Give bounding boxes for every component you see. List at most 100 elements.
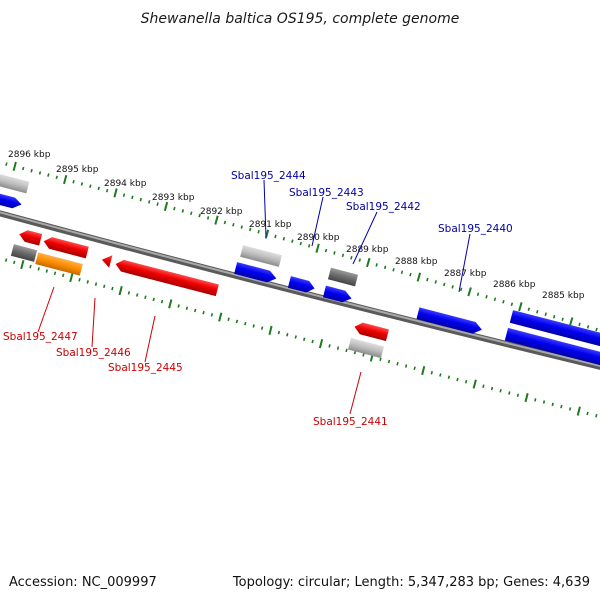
scale-minor-tick bbox=[439, 373, 442, 377]
scale-minor-tick bbox=[105, 188, 109, 193]
scale-minor-tick bbox=[568, 407, 572, 411]
scale-labels: 2896 kbp 2895 kbp 2894 kbp 2893 kbp 2892… bbox=[8, 150, 585, 301]
scale-major-tick bbox=[113, 188, 118, 198]
scale-minor-tick bbox=[561, 317, 564, 322]
scale-minor-tick bbox=[194, 308, 197, 313]
scale-minor-tick bbox=[111, 286, 114, 291]
cds-forward bbox=[287, 276, 315, 293]
scale-minor-tick bbox=[502, 299, 505, 304]
scale-minor-tick bbox=[223, 220, 227, 225]
scale-minor-tick bbox=[249, 227, 252, 232]
cds-forward bbox=[504, 327, 600, 366]
scale-major-tick bbox=[168, 299, 173, 309]
feature-gray bbox=[240, 245, 282, 267]
scale-minor-tick bbox=[156, 202, 159, 206]
scale-major-tick bbox=[524, 392, 529, 403]
scale-minor-tick bbox=[97, 186, 100, 191]
scale-minor-tick bbox=[131, 195, 134, 200]
scale-minor-tick bbox=[499, 389, 502, 393]
scale-minor-tick bbox=[294, 335, 297, 339]
scale-minor-tick bbox=[136, 293, 139, 297]
scale-minor-tick bbox=[181, 209, 185, 213]
scale-major-tick bbox=[12, 161, 17, 171]
feature-orange bbox=[35, 252, 83, 276]
scale-minor-tick bbox=[307, 244, 311, 248]
gene-features bbox=[0, 172, 600, 366]
scale-minor-tick bbox=[185, 306, 189, 310]
scale-minor-tick bbox=[375, 263, 378, 267]
scale-minor-tick bbox=[177, 304, 180, 308]
scale-minor-tick bbox=[282, 237, 286, 241]
scale-minor-tick bbox=[476, 292, 480, 297]
scale-minor-tick bbox=[362, 353, 365, 357]
scale-minor-tick bbox=[30, 169, 33, 173]
scale-major-tick bbox=[118, 286, 123, 296]
scale-minor-tick bbox=[490, 386, 494, 391]
scale-minor-tick bbox=[257, 230, 260, 234]
scale-minor-tick bbox=[103, 284, 106, 289]
scale-minor-tick bbox=[37, 267, 40, 271]
scale-minor-tick bbox=[53, 271, 57, 275]
scale-minor-tick bbox=[404, 364, 408, 368]
cds-forward bbox=[416, 307, 482, 334]
scale-minor-tick bbox=[190, 211, 193, 216]
kbp-label-2885: 2885 kbp bbox=[542, 291, 585, 301]
scale-minor-tick bbox=[198, 213, 201, 218]
scale-minor-tick bbox=[516, 393, 520, 398]
scale-major-tick bbox=[467, 287, 472, 297]
cds-forward bbox=[509, 310, 600, 348]
scale-minor-tick bbox=[482, 384, 485, 388]
callout-lines bbox=[37, 179, 471, 415]
scale-minor-tick bbox=[413, 366, 416, 371]
gene-label-reverse: Sbal195_2446 bbox=[56, 347, 131, 359]
scale-major-tick bbox=[416, 272, 422, 282]
scale-minor-tick bbox=[22, 166, 25, 171]
scale-minor-tick bbox=[560, 404, 563, 409]
feature-gray bbox=[0, 172, 30, 194]
scale-minor-tick bbox=[173, 206, 176, 211]
scale-minor-tick bbox=[13, 260, 16, 265]
scale-minor-tick bbox=[485, 294, 488, 299]
genome-summary-text: Topology: circular; Length: 5,347,283 bp… bbox=[232, 575, 590, 590]
gene-label-reverse: Sbal195_2441 bbox=[313, 416, 388, 428]
cds-reverse bbox=[43, 237, 89, 259]
scale-minor-tick bbox=[328, 344, 331, 348]
gene-label-reverse: Sbal195_2445 bbox=[108, 362, 183, 374]
scale-minor-tick bbox=[345, 348, 348, 353]
scale-minor-tick bbox=[456, 377, 459, 382]
scale-minor-tick bbox=[232, 222, 235, 227]
scale-minor-tick bbox=[447, 375, 451, 379]
gene-label-forward: Sbal195_2440 bbox=[438, 223, 513, 235]
scale-minor-tick bbox=[459, 287, 463, 292]
scale-minor-tick bbox=[94, 282, 98, 286]
scale-minor-tick bbox=[78, 277, 81, 282]
scale-minor-tick bbox=[595, 414, 598, 418]
scale-major-tick bbox=[218, 312, 223, 322]
scale-minor-tick bbox=[86, 280, 89, 284]
scale-minor-tick bbox=[144, 295, 147, 299]
scale-minor-tick bbox=[152, 297, 155, 302]
gene-label-forward: Sbal195_2442 bbox=[346, 201, 421, 213]
scale-minor-tick bbox=[542, 400, 546, 404]
scale-minor-tick bbox=[434, 280, 437, 284]
scale-minor-tick bbox=[252, 324, 255, 328]
scale-minor-tick bbox=[426, 277, 429, 282]
scale-minor-tick bbox=[341, 253, 345, 258]
scale-minor-tick bbox=[336, 346, 340, 350]
kbp-label-2887: 2887 kbp bbox=[444, 269, 487, 279]
feature-gray bbox=[348, 337, 384, 359]
scale-minor-tick bbox=[274, 234, 277, 239]
scale-major-tick bbox=[315, 243, 320, 253]
scale-major-tick bbox=[366, 257, 371, 268]
scale-minor-tick bbox=[595, 327, 598, 332]
gene-label-forward: Sbal195_2444 bbox=[231, 170, 306, 182]
scale-minor-tick bbox=[299, 241, 302, 246]
scale-minor-tick bbox=[527, 307, 531, 312]
scale-minor-tick bbox=[311, 339, 314, 344]
cds-reverse bbox=[354, 322, 389, 342]
scale-minor-tick bbox=[379, 357, 382, 362]
scale-minor-tick bbox=[202, 310, 205, 315]
scale-minor-tick bbox=[333, 251, 336, 255]
cds-forward-left bbox=[0, 191, 22, 209]
